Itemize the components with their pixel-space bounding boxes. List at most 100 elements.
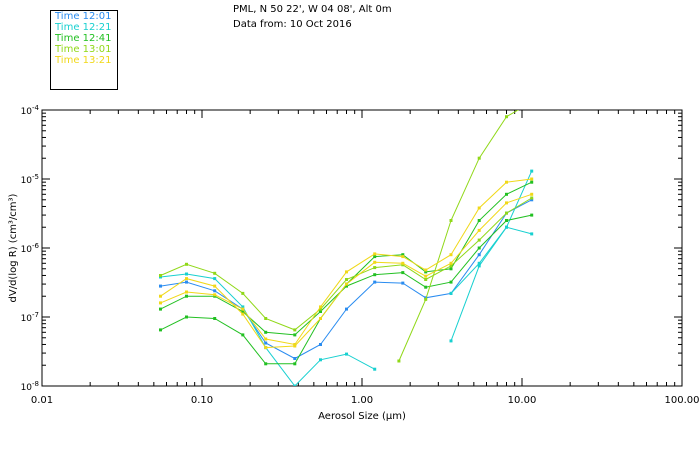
data-point [159,294,162,298]
data-point [185,315,188,319]
data-point [319,305,322,309]
data-point [159,307,162,311]
data-point [530,169,534,173]
data-point [213,289,217,293]
data-point [373,273,377,277]
x-axis-label: Aerosol Size (µm) [318,411,406,422]
data-point [373,266,377,270]
data-point [345,352,348,356]
data-point [213,317,217,320]
data-point [264,317,268,320]
data-point [401,281,405,285]
x-tick-label: 0.01 [31,395,53,406]
data-point [293,384,297,386]
data-point [345,282,348,286]
series-line [450,226,532,294]
series-layer [159,110,534,386]
data-point [449,280,453,284]
data-point [241,333,245,337]
data-point [530,232,534,236]
data-point [449,291,453,295]
data-point [319,310,322,313]
data-point [401,271,405,275]
data-point [424,297,428,301]
data-point [241,312,245,316]
data-point [401,261,405,265]
data-point [505,219,508,222]
plot-frame [41,109,683,387]
data-point [241,310,245,313]
data-point [477,156,481,160]
data-point [477,219,481,222]
data-point [449,267,453,271]
data-point [345,270,348,274]
data-point [373,367,377,371]
data-point [345,278,348,281]
data-point [319,317,322,320]
data-point [449,261,453,265]
data-point [264,330,268,334]
data-point [241,291,245,295]
data-point [264,341,268,345]
data-point [241,305,245,309]
x-tick-label: 10.00 [508,395,537,406]
data-point [345,307,348,311]
data-point [264,362,268,366]
data-point [213,277,217,281]
y-tick-label: 10-6 [21,242,40,255]
chart-title: PML, N 50 22', W 04 08', Alt 0m [233,4,392,15]
data-point [505,192,508,196]
data-point [477,264,481,268]
data-point [185,277,188,281]
x-tick-label: 0.10 [191,395,213,406]
data-point [424,270,428,274]
legend-entry: Time 12:41 [55,33,112,44]
data-point [505,115,508,119]
data-point [264,346,268,350]
y-axis-label: dV/d(log R) (cm³/cm³) [8,193,19,302]
data-point [424,285,428,289]
data-point [477,261,481,265]
data-point [213,271,217,275]
data-point [477,246,481,250]
x-tick-label: 100.00 [665,395,700,406]
y-tick-label: 10-8 [21,380,39,393]
data-point [185,294,188,298]
data-point [449,264,453,268]
data-point [319,358,322,362]
y-tick-label: 10-7 [21,311,39,324]
data-point [424,274,428,278]
data-point [449,253,453,257]
data-date: Data from: 10 Oct 2016 [233,19,352,30]
data-point [505,225,508,229]
data-point [505,201,508,205]
legend-entry: Time 13:21 [55,55,112,66]
data-point [159,284,162,288]
x-tick-label: 1.00 [351,395,373,406]
data-point [477,253,481,257]
legend-entry: Time 12:21 [55,22,112,33]
data-point [505,180,508,184]
data-point [213,293,217,297]
data-point [449,339,453,343]
data-point [530,213,534,217]
data-point [401,253,405,257]
data-point [293,362,297,366]
data-point [424,278,428,281]
legend: Time 12:01 Time 12:21 Time 12:41 Time 13:01… [50,10,118,90]
data-point [345,284,348,288]
data-point [293,344,297,348]
data-point [424,268,428,272]
legend-entry: Time 13:01 [55,44,112,55]
data-point [373,255,377,259]
data-point [477,228,481,232]
data-point [530,196,534,200]
data-point [373,280,377,284]
data-point [530,198,534,202]
data-point [185,272,188,276]
data-point [293,333,297,337]
data-point [159,328,162,332]
data-point [264,337,268,341]
data-point [185,290,188,294]
